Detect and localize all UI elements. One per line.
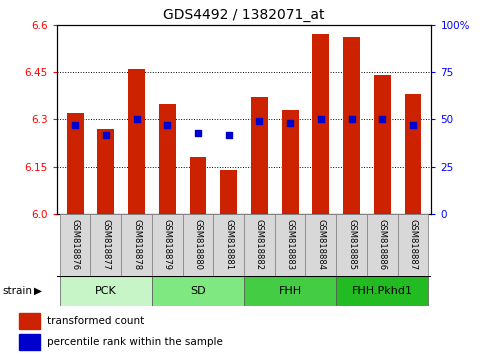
Bar <box>251 97 268 214</box>
Text: percentile rank within the sample: percentile rank within the sample <box>47 337 223 347</box>
Point <box>225 132 233 137</box>
Point <box>409 122 417 128</box>
Bar <box>404 94 422 214</box>
Text: GSM818883: GSM818883 <box>285 219 295 270</box>
Text: GSM818882: GSM818882 <box>255 219 264 270</box>
Text: GSM818879: GSM818879 <box>163 219 172 270</box>
Bar <box>275 214 306 276</box>
Text: FHH: FHH <box>279 286 302 296</box>
Point <box>194 130 202 136</box>
Bar <box>336 214 367 276</box>
Text: GSM818881: GSM818881 <box>224 219 233 270</box>
Bar <box>159 104 176 214</box>
Text: GSM818878: GSM818878 <box>132 219 141 270</box>
Bar <box>189 158 207 214</box>
Bar <box>343 38 360 214</box>
Text: GSM818886: GSM818886 <box>378 219 387 270</box>
Title: GDS4492 / 1382071_at: GDS4492 / 1382071_at <box>163 8 325 22</box>
Bar <box>244 276 336 306</box>
Text: GSM818877: GSM818877 <box>102 219 110 270</box>
Text: PCK: PCK <box>95 286 117 296</box>
Text: transformed count: transformed count <box>47 316 144 326</box>
Point <box>255 119 263 124</box>
Bar <box>152 276 244 306</box>
Bar <box>374 75 390 214</box>
Bar <box>182 214 213 276</box>
Text: GSM818885: GSM818885 <box>347 219 356 270</box>
Text: ▶: ▶ <box>34 286 41 296</box>
Bar <box>313 34 329 214</box>
Point <box>286 120 294 126</box>
Point <box>317 117 325 122</box>
Text: GSM818887: GSM818887 <box>408 219 418 270</box>
Bar <box>282 110 299 214</box>
Bar <box>91 214 121 276</box>
Text: SD: SD <box>190 286 206 296</box>
Bar <box>367 214 397 276</box>
Bar <box>19 313 40 329</box>
Bar <box>128 69 145 214</box>
Bar <box>244 214 275 276</box>
Bar <box>98 129 114 214</box>
Bar <box>306 214 336 276</box>
Bar <box>397 214 428 276</box>
Bar <box>121 214 152 276</box>
Point <box>378 117 386 122</box>
Bar <box>152 214 182 276</box>
Text: GSM818880: GSM818880 <box>193 219 203 270</box>
Point <box>133 117 141 122</box>
Point <box>348 117 355 122</box>
Point <box>71 122 79 128</box>
Text: strain: strain <box>2 286 33 296</box>
Bar <box>336 276 428 306</box>
Text: GSM818884: GSM818884 <box>317 219 325 270</box>
Text: GSM818876: GSM818876 <box>70 219 80 270</box>
Point <box>102 132 110 137</box>
Bar <box>220 170 237 214</box>
Bar <box>19 334 40 350</box>
Bar <box>60 276 152 306</box>
Text: FHH.Pkhd1: FHH.Pkhd1 <box>352 286 413 296</box>
Bar <box>213 214 244 276</box>
Bar <box>60 214 91 276</box>
Bar <box>67 113 84 214</box>
Point <box>163 122 171 128</box>
